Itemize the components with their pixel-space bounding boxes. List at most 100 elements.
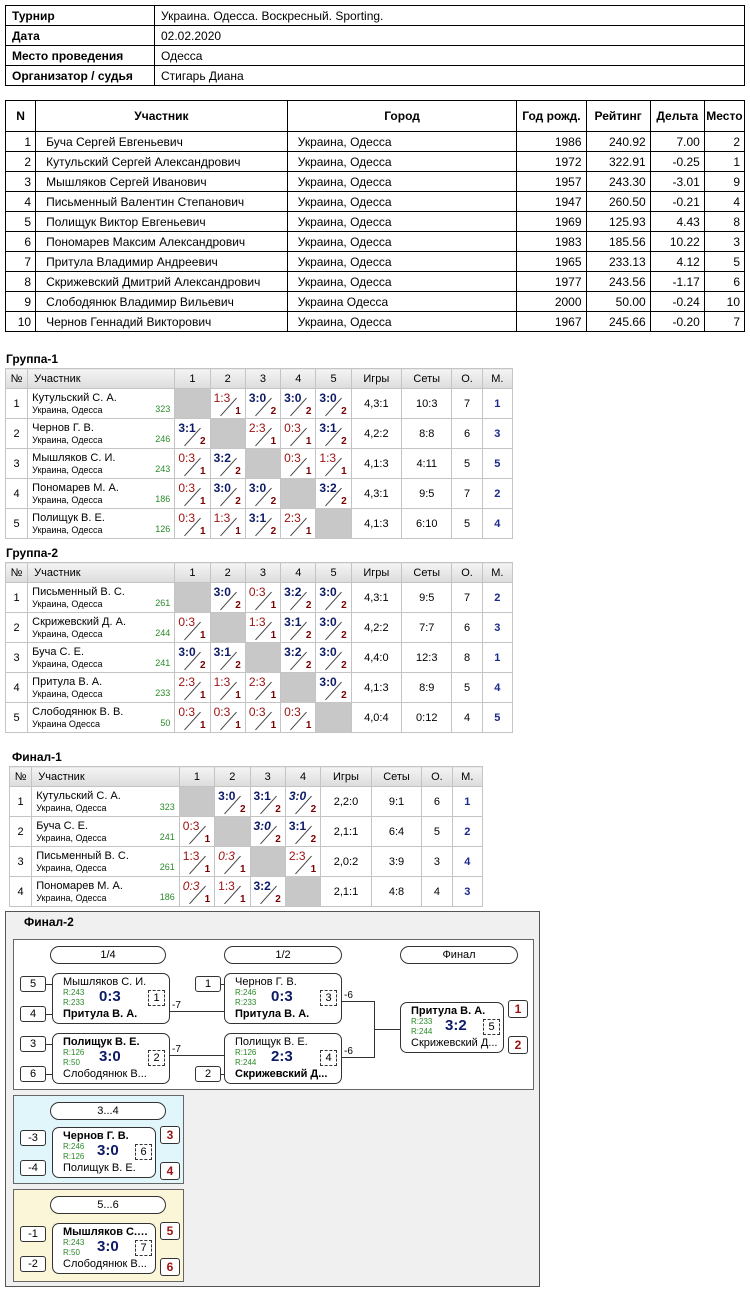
sets-cell: 12:3 [401,642,453,673]
place-badge: 4 [160,1162,180,1180]
player-cell: Письменный В. С. Украина, Одесса 261 [27,582,176,613]
participant-row: 4 Письменный Валентин Степанович Украина, … [4,191,746,212]
score: 3:0 [284,391,302,405]
match-score-cell[interactable]: 2:3 1 [244,672,282,703]
match-score-cell[interactable]: 3:1 2 [280,612,317,643]
match-score-cell[interactable]: 3:0 2 [249,816,286,847]
match-score-cell[interactable]: 0:3 1 [280,448,317,479]
group-header: Игры [320,766,372,787]
match-score-cell[interactable]: 3:1 2 [174,418,211,449]
match-4[interactable]: Полищук В. Е. R:126 R:244 2:3 4 Скрижевский… [224,1033,342,1084]
match-score-cell[interactable]: 3:2 2 [209,448,246,479]
participant-cell: Украина, Одесса [286,171,518,192]
match-score-cell[interactable]: 3:0 2 [315,642,352,673]
match-points: 1 [341,466,347,477]
match-score-cell[interactable]: 0:3 1 [174,612,211,643]
match-score-cell[interactable]: 0:3 1 [214,846,251,877]
match-points: 1 [239,894,246,905]
match-score-cell[interactable]: 3:2 2 [315,478,352,509]
match-score-cell[interactable]: 1:3 1 [315,448,352,479]
match-score-cell[interactable]: 3:0 2 [244,478,282,509]
match-1[interactable]: Мышляков С. И. R:243 R:233 0:3 1 Притула В.… [52,973,170,1024]
match-2[interactable]: Полищук В. Е. R:126 R:50 3:0 2 Слободянюк В… [52,1033,170,1084]
match-score-cell[interactable]: 3:2 2 [280,642,317,673]
info-row: Место проведения Одесса [5,45,745,66]
player-number: 4 [4,672,29,703]
match-score-cell[interactable]: 1:3 1 [209,508,246,539]
match-score-cell[interactable]: 3:1 2 [315,418,352,449]
match-score-cell[interactable]: 0:3 1 [174,508,211,539]
match-points: 2 [341,630,347,641]
info-key: Организатор / судья [5,65,155,86]
player-rating: 233 [155,688,171,698]
match-score-cell[interactable]: 0:3 1 [178,816,216,847]
match-score-cell[interactable]: 3:1 2 [209,642,246,673]
match-score-cell[interactable]: 3:0 2 [214,786,251,817]
participant-row: 10 Чернов Геннадий Викторович Украина, Оде… [4,311,746,332]
match-score-cell[interactable]: 0:3 1 [174,448,211,479]
empty-cell [209,612,246,643]
score: 3:0 [319,391,337,405]
match-score-cell[interactable]: 1:3 1 [209,388,246,419]
match-score-cell[interactable]: 2:3 1 [284,846,322,877]
group-header: Сеты [370,766,423,787]
match-score-cell[interactable]: 3:1 2 [244,508,282,539]
match-score-cell[interactable]: 3:0 2 [280,388,317,419]
match-5-final[interactable]: Притула В. А. R:233 R:244 3:2 5 Скрижевский… [400,1002,504,1053]
match-score-cell[interactable]: 2:3 1 [280,508,317,539]
match-score-cell[interactable]: 0:3 1 [280,418,317,449]
empty-cell [209,418,246,449]
group-header: Игры [350,368,403,389]
match-score-cell[interactable]: 1:3 1 [209,672,246,703]
player-number: 3 [4,642,29,673]
match-score-cell[interactable]: 3:0 2 [209,478,246,509]
third-place-panel: 3...4 -3 -4 Чернов Г. В. R:246 R:126 3:0 6 … [13,1095,184,1184]
match-score-cell[interactable]: 3:0 2 [209,582,246,613]
match-score-cell[interactable]: 2:3 1 [174,672,211,703]
group-header: 3 [249,766,286,787]
match-score-cell[interactable]: 3:0 2 [174,642,211,673]
match-score-cell[interactable]: 3:0 2 [244,388,282,419]
match-score-cell[interactable]: 3:1 2 [284,816,322,847]
player-name: Мышляков С. И. [32,451,116,464]
seed-badge: 4 [20,1006,46,1022]
match-score-cell[interactable]: 0:3 1 [244,702,282,733]
match-score-cell[interactable]: 0:3 1 [178,876,216,907]
match-score-cell[interactable]: 1:3 1 [244,612,282,643]
match-score-cell[interactable]: 0:3 1 [209,702,246,733]
match-score-cell[interactable]: 3:0 2 [315,612,352,643]
points-cell: 7 [451,478,483,509]
group-row: 2 Буча С. Е. Украина, Одесса 241 0:3 1 3:0 2 3:1… [8,816,484,847]
score: 2:3 [284,511,301,525]
match-score-cell[interactable]: 3:1 2 [249,786,286,817]
participant-cell: Украина, Одесса [286,211,518,232]
match-score-cell[interactable]: 0:3 1 [244,582,282,613]
match-points: 1 [204,864,211,875]
match-7[interactable]: Мышляков С. И. R:243 R:50 3:0 7 Слободянюк … [52,1223,156,1274]
match-score-cell[interactable]: 3:2 2 [280,582,317,613]
match-points: 2 [235,466,241,477]
score: 3:1 [248,511,267,525]
match-score-cell[interactable]: 0:3 1 [174,478,211,509]
match-score-cell[interactable]: 3:0 2 [284,786,322,817]
match-score-cell[interactable]: 3:2 2 [249,876,286,907]
points-cell: 5 [451,672,483,703]
player-number: 4 [8,876,33,907]
match-6[interactable]: Чернов Г. В. R:246 R:126 3:0 6 Полищук В. Е… [52,1127,156,1178]
group-header-row: № Участник 1 2 3 4 5 Игры Сеты О. М. [4,368,514,389]
match-score-cell[interactable]: 0:3 1 [174,702,211,733]
participant-cell: 125.93 [585,211,651,232]
match-score-cell[interactable]: 0:3 1 [280,702,317,733]
match-score-cell[interactable]: 1:3 1 [214,876,251,907]
match-score-cell[interactable]: 1:3 1 [178,846,216,877]
score: 0:3 [182,879,200,893]
match-3[interactable]: Чернов Г. В. R:246 R:233 0:3 3 Притула В. А… [224,973,342,1024]
place-badge: 2 [508,1036,528,1054]
match-score-cell[interactable]: 3:0 2 [315,582,352,613]
match-score-cell[interactable]: 3:0 2 [315,672,352,703]
match-points: 2 [235,600,241,611]
player-rating: 241 [155,658,171,668]
place-cell: 4 [481,508,514,539]
match-score-cell[interactable]: 3:0 2 [315,388,352,419]
match-score-cell[interactable]: 2:3 1 [244,418,282,449]
